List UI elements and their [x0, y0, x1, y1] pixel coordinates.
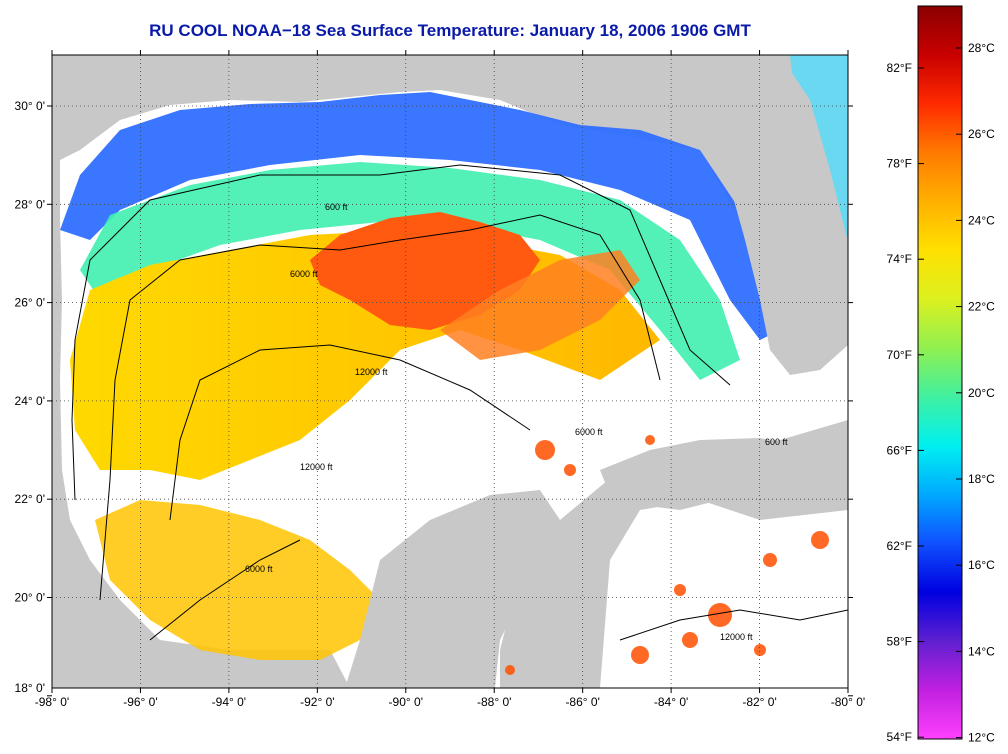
colorbar-f-tick-label: 66°F	[887, 443, 912, 457]
map-title: RU COOL NOAA−18 Sea Surface Temperature:…	[149, 21, 751, 40]
colorbar-c-tick-label: 24°C	[968, 213, 995, 227]
colorbar-c-tick-label: 14°C	[968, 644, 995, 658]
colorbar-c-tick-label: 28°C	[968, 41, 995, 55]
lat-tick-label: 24° 0'	[15, 394, 45, 408]
colorbar-fahrenheit-ticks: 82°F 78°F 74°F 70°F 66°F 62°F 58°F 54°F	[887, 61, 924, 744]
contour-label-600-cuba: 600 ft	[765, 437, 788, 447]
contour-6000ft	[99, 214, 661, 601]
yucatan-land	[345, 490, 560, 688]
southwest-warm-sst	[95, 500, 380, 660]
lat-tick-label: 18° 0'	[15, 681, 45, 695]
colorbar-f-tick-label: 78°F	[887, 157, 912, 171]
colorbar-c-tick-label: 12°C	[968, 731, 995, 745]
loop-current-tail	[440, 250, 640, 360]
lon-tick-label: -92° 0'	[300, 695, 334, 709]
lat-tick-label: 22° 0'	[15, 492, 45, 506]
scattered-warm-patches	[505, 435, 829, 675]
contour-label-12000-center: 12000 ft	[355, 367, 388, 377]
colorbar-c-tick-label: 22°C	[968, 300, 995, 314]
map-plot-area: 600 ft 6000 ft 12000 ft 12000 ft 6000 ft…	[52, 55, 848, 688]
lon-tick-label: -90° 0'	[389, 695, 423, 709]
lat-tick-label: 30° 0'	[15, 99, 45, 113]
contour-label-6000-east: 6000 ft	[575, 427, 603, 437]
contour-southwest	[149, 539, 301, 641]
colorbar-f-tick-label: 58°F	[887, 635, 912, 649]
contour-label-600-north: 600 ft	[325, 202, 348, 212]
colorbar-c-tick-label: 26°C	[968, 127, 995, 141]
contour-label-12000-south: 12000 ft	[300, 462, 333, 472]
colorbar-c-tick-label: 18°C	[968, 472, 995, 486]
colorbar-celsius-ticks: 28°C 26°C 24°C 22°C 20°C 18°C 16°C 14°C 12°C	[956, 41, 995, 745]
cool-band-sst	[80, 162, 740, 380]
lat-tick-label: 20° 0'	[15, 591, 45, 605]
lon-tick-label: -80° 0'	[831, 695, 865, 709]
colorbar-f-tick-label: 54°F	[887, 730, 912, 744]
lon-tick-label: -98° 0'	[35, 695, 69, 709]
caribbean-water	[600, 500, 848, 688]
cuba-land	[600, 438, 848, 510]
colorbar-f-tick-label: 70°F	[887, 348, 912, 362]
contour-600ft	[71, 164, 731, 501]
latitude-axis: 30° 0' 28° 0' 26° 0' 24° 0' 22° 0' 20° 0' 18° …	[15, 99, 853, 697]
lon-tick-label: -84° 0'	[654, 695, 688, 709]
longitude-axis: -98° 0' -96° 0' -94° 0' -92° 0' -90° 0' -88° …	[35, 50, 865, 709]
contour-label-6000-southwest: 6000 ft	[245, 564, 273, 574]
colorbar-f-tick-label: 82°F	[887, 61, 912, 75]
colorbar	[917, 5, 963, 740]
florida-land	[720, 70, 848, 375]
colorbar-f-tick-label: 74°F	[887, 252, 912, 266]
lon-tick-label: -94° 0'	[212, 695, 246, 709]
bathymetry-contours	[71, 164, 848, 641]
lon-tick-label: -86° 0'	[565, 695, 599, 709]
plot-frame	[51, 54, 849, 689]
contour-label-12000-caribbean: 12000 ft	[720, 632, 753, 642]
contour-12000ft	[169, 344, 531, 521]
graticule-grid	[52, 55, 848, 688]
lat-tick-label: 26° 0'	[15, 296, 45, 310]
contour-caribbean	[619, 609, 848, 641]
lat-tick-label: 28° 0'	[15, 197, 45, 211]
colorbar-c-tick-label: 16°C	[968, 558, 995, 572]
contour-label-6000-west: 6000 ft	[290, 269, 318, 279]
lon-tick-label: -88° 0'	[477, 695, 511, 709]
colorbar-f-tick-label: 62°F	[887, 539, 912, 553]
colorbar-c-tick-label: 20°C	[968, 386, 995, 400]
loop-current-eddy	[310, 212, 540, 330]
cold-shelf-sst	[60, 92, 780, 340]
lon-tick-label: -82° 0'	[742, 695, 776, 709]
lon-tick-label: -96° 0'	[123, 695, 157, 709]
